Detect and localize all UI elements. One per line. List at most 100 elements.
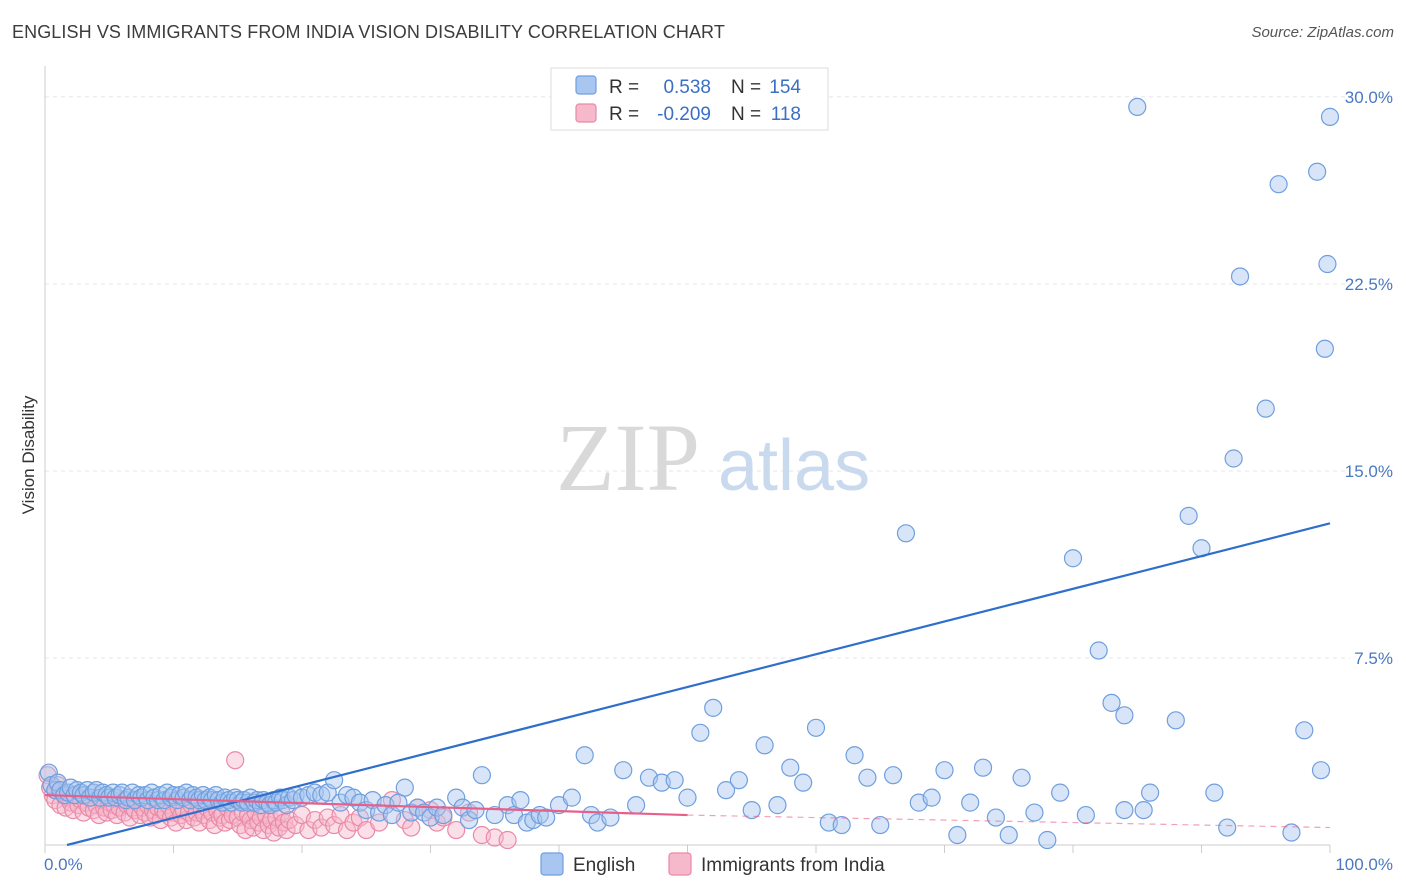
english-point-162 [1134,800,1153,820]
grid-lines [45,96,1350,659]
english-point-141 [883,766,903,785]
english-point-124 [665,771,684,790]
india-trend-extension [687,814,1331,829]
trend-lines [44,522,1331,847]
english-point-103 [459,810,479,830]
y-axis-title: Vision Disability [19,395,38,514]
english-point-157 [1089,641,1108,660]
english-point-106 [485,805,504,825]
english-point-150 [999,825,1018,845]
english-point-161 [1128,97,1147,117]
bottom-legend-india: Immigrants from India [701,855,885,876]
english-point-133 [781,758,800,777]
x-tick-labels: 0.0% 100.0% [44,855,1393,874]
english-point-154 [1051,783,1070,802]
india-point-115 [447,820,466,840]
english-point-174 [1295,721,1314,740]
english-point-148 [973,758,993,777]
english-point-116 [575,746,594,765]
english-point-121 [626,796,646,815]
legend-r-value-india: -0.209 [657,104,711,125]
english-point-171 [1256,399,1275,418]
english-point-105 [472,766,491,785]
legend-r-label-india: R = [609,104,639,125]
bottom-legend-english: English [573,855,635,876]
x-tick-label-0: 0.0% [44,855,83,874]
legend-n-value-english: 154 [769,77,801,98]
english-point-159 [1115,706,1134,725]
y-tick-label-2: 22.5% [1345,275,1393,294]
english-point-125 [678,788,697,807]
y-tick-label-0: 7.5% [1354,649,1393,668]
english-point-115 [562,788,581,807]
english-point-127 [704,698,723,717]
english-point-176 [1311,761,1331,780]
india-point-73 [226,751,245,770]
english-point-177 [1315,339,1334,358]
watermark: ZIP atlas [556,404,870,511]
legend: R = 0.538 N = 154 R = -0.209 N = 118 [550,67,829,131]
english-point-94 [395,778,414,797]
english-point-175 [1308,162,1327,181]
english-point-100 [434,805,453,825]
english-point-158 [1102,693,1121,712]
english-point-153 [1038,830,1057,850]
india-trend-line [44,794,688,817]
english-point-117 [582,805,601,825]
english-point-156 [1076,805,1095,825]
y-tick-label-3: 30.0% [1345,88,1393,107]
english-point-160 [1115,800,1134,820]
english-point-101 [447,788,466,807]
english-point-155 [1063,549,1083,568]
english-point-152 [1025,803,1044,822]
legend-r-label-english: R = [609,77,639,98]
english-point-146 [948,825,967,845]
english-point-140 [871,815,890,835]
english-point-130 [742,800,761,820]
english-point-134 [794,773,813,792]
source-label: Source: ZipAtlas.com [1251,24,1394,41]
english-point-163 [1140,783,1160,802]
x-tick-label-1: 100.0% [1335,855,1393,874]
english-point-142 [896,524,916,543]
english-point-145 [935,761,954,780]
india-point-103 [337,820,357,840]
english-point-169 [1224,449,1243,468]
english-point-132 [768,796,787,815]
bottom-legend-swatch-english [540,852,564,876]
english-point-144 [922,788,941,807]
english-trend-line [66,522,1331,847]
legend-box [550,67,829,131]
bottom-legend: English Immigrants from India [540,852,885,876]
bottom-legend-swatch-india [668,852,692,876]
india-point-119 [498,830,517,850]
english-point-147 [961,793,980,812]
legend-swatch-english [575,75,597,95]
english-point-170 [1230,267,1250,286]
watermark-atlas: atlas [718,426,870,506]
india-point-110 [402,818,421,837]
english-point-135 [806,718,826,737]
english-point-137 [832,815,851,835]
english-point-113 [537,808,556,827]
axes [44,66,1331,853]
english-point-178 [1318,254,1337,274]
english-point-126 [691,723,710,742]
legend-swatch-india [575,103,597,123]
english-point-165 [1179,506,1198,525]
english-point-128 [716,781,736,800]
english-point-179 [1320,107,1340,126]
english-point-151 [1012,768,1031,787]
y-tick-label-1: 15.0% [1345,462,1393,481]
chart-title: ENGLISH VS IMMIGRANTS FROM INDIA VISION … [12,22,725,42]
watermark-zip: ZIP [556,404,700,511]
y-tick-labels: 7.5% 15.0% 22.5% 30.0% [1345,88,1393,668]
english-point-173 [1282,823,1301,842]
english-point-149 [986,808,1006,827]
english-point-109 [511,791,530,810]
english-point-104 [466,800,485,820]
legend-n-value-india: 118 [771,104,801,125]
english-point-139 [858,768,877,787]
legend-n-label-india: N = [731,104,761,125]
english-point-172 [1269,175,1288,194]
